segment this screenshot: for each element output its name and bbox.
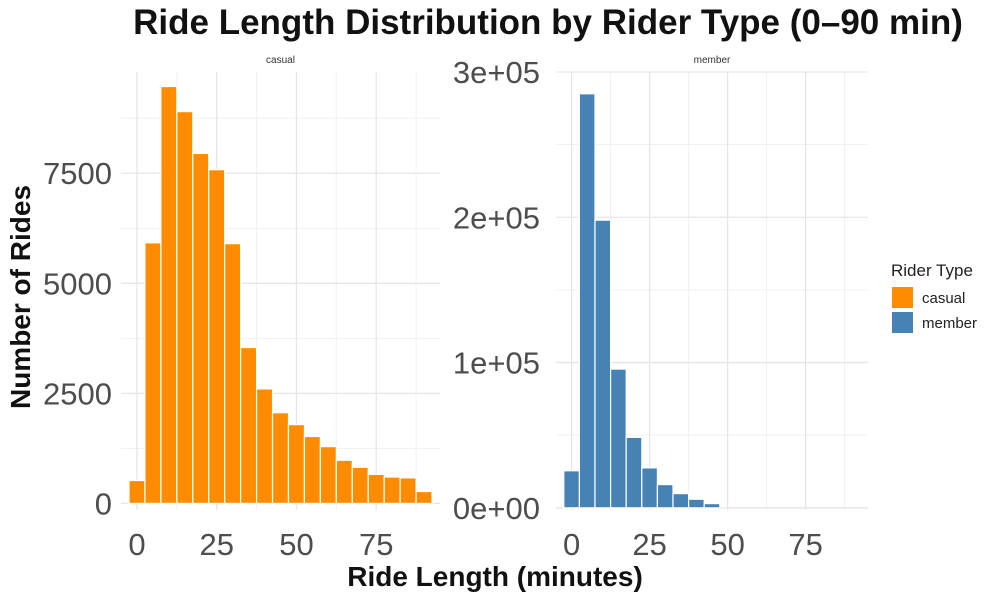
bar-member-5: [578, 93, 596, 509]
x-axis-label: Ride Length (minutes): [347, 561, 643, 592]
bar-member-35: [672, 492, 690, 509]
bar-member-30: [656, 483, 674, 509]
strip-label-casual: casual: [266, 55, 295, 66]
y-tick-label: 1e+05: [453, 346, 540, 381]
y-tick-label: 5000: [43, 266, 112, 301]
bar-casual-0: [128, 479, 146, 504]
bar-casual-80: [383, 476, 401, 504]
panel-member: member 0e+00 1e+05 2e+05 3e+05 0 25 50 75: [453, 55, 868, 562]
bar-casual-40: [255, 388, 274, 504]
bar-casual-20: [192, 152, 210, 504]
bar-member-20: [625, 436, 643, 509]
panel-casual: casual 0 2500 5000 7500 0 25 50 75: [43, 55, 440, 562]
legend-swatch-member: [892, 312, 913, 333]
bar-casual-50: [287, 424, 306, 504]
y-tick-label: 7500: [43, 156, 112, 191]
bar-member-0: [563, 470, 580, 509]
bar-casual-25: [208, 169, 226, 504]
bar-casual-15: [176, 111, 194, 504]
x-tick-label: 25: [199, 527, 233, 562]
bar-member-10: [594, 219, 612, 509]
bar-casual-75: [367, 473, 385, 504]
legend-label-member: member: [922, 315, 977, 332]
x-tick-label: 50: [279, 527, 313, 562]
y-tick-label: 2500: [43, 376, 112, 411]
x-tick-label: 50: [710, 527, 744, 562]
bar-casual-85: [399, 477, 417, 504]
bar-casual-65: [335, 459, 353, 504]
y-tick-label: 0e+00: [453, 491, 540, 526]
bar-casual-5: [144, 242, 162, 504]
y-axis-label: Number of Rides: [5, 185, 36, 409]
chart-title: Ride Length Distribution by Rider Type (…: [133, 3, 963, 42]
strip-label-member: member: [694, 55, 731, 66]
bar-member-15: [609, 368, 627, 509]
bar-casual-70: [351, 466, 369, 504]
bar-casual-60: [319, 446, 337, 504]
bar-member-40: [687, 498, 705, 509]
y-tick-label: 2e+05: [453, 200, 540, 235]
x-tick-label: 75: [788, 527, 822, 562]
bar-member-25: [641, 467, 658, 509]
bar-casual-55: [303, 435, 321, 504]
bar-casual-35: [240, 346, 258, 504]
x-tick-label: 75: [359, 527, 393, 562]
y-tick-label: 3e+05: [453, 55, 540, 90]
bar-member-45: [703, 503, 721, 509]
legend-swatch-casual: [892, 287, 913, 308]
legend-label-casual: casual: [922, 290, 965, 307]
x-tick-label: 25: [632, 527, 666, 562]
bar-casual-10: [160, 85, 178, 504]
bar-casual-45: [271, 412, 290, 504]
bar-casual-30: [224, 243, 242, 504]
bar-casual-90: [415, 490, 433, 504]
legend-title: Rider Type: [891, 261, 973, 280]
x-tick-label: 0: [128, 527, 145, 562]
y-tick-label: 0: [95, 486, 112, 521]
x-tick-label: 0: [563, 527, 580, 562]
